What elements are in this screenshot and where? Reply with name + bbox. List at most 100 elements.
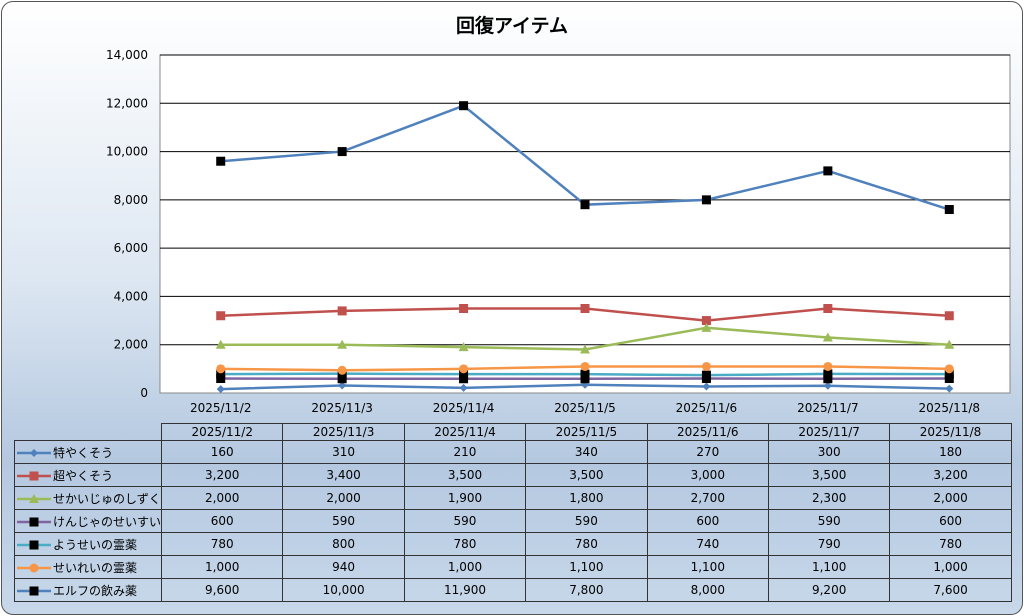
series-5 [216,361,954,375]
legend-entry: せいれいの霊薬 [13,555,163,579]
x-tick-label: 2025/11/6 [676,401,738,415]
data-point [459,364,469,374]
table-cell: 10,000 [282,578,405,602]
data-point [216,385,225,394]
series-6 [216,101,954,215]
table-cell: 2,700 [646,486,769,510]
table-header-cell: 2025/11/8 [889,423,1012,441]
data-point [337,374,347,384]
table-cell: 2,000 [889,486,1012,510]
table-row: けんじゃのせいすい 600 590 590 590 600 590 600 [13,509,1012,533]
table-cell: 1,100 [767,555,891,579]
legend-key-icon [17,471,51,481]
data-point [701,195,711,205]
table-header-cell: 2025/11/6 [646,423,769,441]
data-point [823,374,833,384]
data-point [337,147,347,157]
table-row: ようせいの霊薬 780 800 780 780 740 790 780 [13,532,1012,556]
series-name: ようせいの霊薬 [53,537,138,552]
legend-key-icon [17,586,51,596]
data-point [29,540,39,550]
chart-title: 回復アイテム [456,14,568,37]
table-cell: 590 [525,509,648,533]
data-point [459,101,469,111]
data-point [29,471,39,481]
table-cell: 3,000 [646,463,769,487]
y-tick-label: 8,000 [114,193,148,207]
table-cell: 1,000 [403,555,527,579]
table-row: せかいじゅのしずく 2,000 2,000 1,900 1,800 2,700 2,300 2… [13,486,1012,510]
plot-area [159,54,1011,394]
table-cell: 2,000 [161,486,284,510]
table-cell: 180 [889,440,1012,464]
legend-entry: けんじゃのせいすい [13,509,163,533]
table-header-cell: 2025/11/3 [282,423,405,441]
series-name: 特やくそう [53,445,114,460]
series-name: せかいじゅのしずく [53,491,161,506]
legend-key-icon [17,563,51,573]
table-cell: 300 [767,440,891,464]
data-point [338,381,347,390]
data-point [30,449,38,457]
data-point [822,332,833,342]
y-tick-label: 14,000 [106,48,148,62]
table-cell: 600 [889,509,1012,533]
table-cell: 2,300 [767,486,891,510]
table-cell: 940 [282,555,405,579]
table-cell: 1,900 [403,486,527,510]
data-point [823,369,833,379]
table-cell: 9,600 [161,578,284,602]
table-cell: 3,200 [889,463,1012,487]
x-tick-label: 2025/11/3 [311,401,373,415]
table-cell: 600 [161,509,284,533]
table-corner [14,423,163,441]
data-point [701,316,711,326]
table-cell: 780 [525,532,648,556]
data-point [944,311,954,321]
table-cell: 1,100 [646,555,769,579]
table-header-cell: 2025/11/5 [525,423,648,441]
legend-key-icon [17,540,51,550]
table-cell: 780 [889,532,1012,556]
data-point [823,361,833,371]
table-header-cell: 2025/11/7 [767,423,891,441]
data-point [944,339,955,349]
data-point [944,364,954,374]
table-cell: 160 [161,440,284,464]
table-cell: 270 [646,440,769,464]
table-header-cell: 2025/11/2 [161,423,284,441]
table-header-cell: 2025/11/4 [403,423,527,441]
x-tick-label: 2025/11/7 [797,401,859,415]
series-name: せいれいの霊薬 [53,560,138,575]
data-point [580,200,590,210]
legend-entry: ようせいの霊薬 [13,532,163,556]
data-point [216,311,226,321]
y-tick-label: 10,000 [106,145,148,159]
table-cell: 11,900 [403,578,527,602]
y-tick-label: 2,000 [114,338,148,352]
table-cell: 1,100 [525,555,648,579]
data-point [701,370,711,380]
table-cell: 3,400 [282,463,405,487]
x-tick-label: 2025/11/5 [554,401,616,415]
data-point [459,304,469,313]
data-point [216,364,226,374]
data-point [944,205,954,215]
data-point [823,304,833,313]
table-cell: 740 [646,532,769,556]
data-point [701,322,712,332]
legend-entry: エルフの飲み薬 [13,578,163,602]
table-cell: 780 [161,532,284,556]
data-point [944,369,954,379]
data-point [337,306,347,316]
data-point [701,361,711,371]
table-cell: 1,000 [889,555,1012,579]
table-row: エルフの飲み薬 9,600 10,000 11,900 7,800 8,000 9,200 7… [13,578,1012,602]
y-tick-label: 12,000 [106,96,148,110]
data-table: 2025/11/2 2025/11/3 2025/11/4 2025/11/5 2025… [13,423,1012,602]
series-name: エルフの飲み薬 [53,583,138,598]
table-cell: 1,800 [525,486,648,510]
series-name: けんじゃのせいすい [53,514,162,529]
y-tick-label: 0 [140,386,148,400]
y-tick-label: 6,000 [114,241,148,255]
